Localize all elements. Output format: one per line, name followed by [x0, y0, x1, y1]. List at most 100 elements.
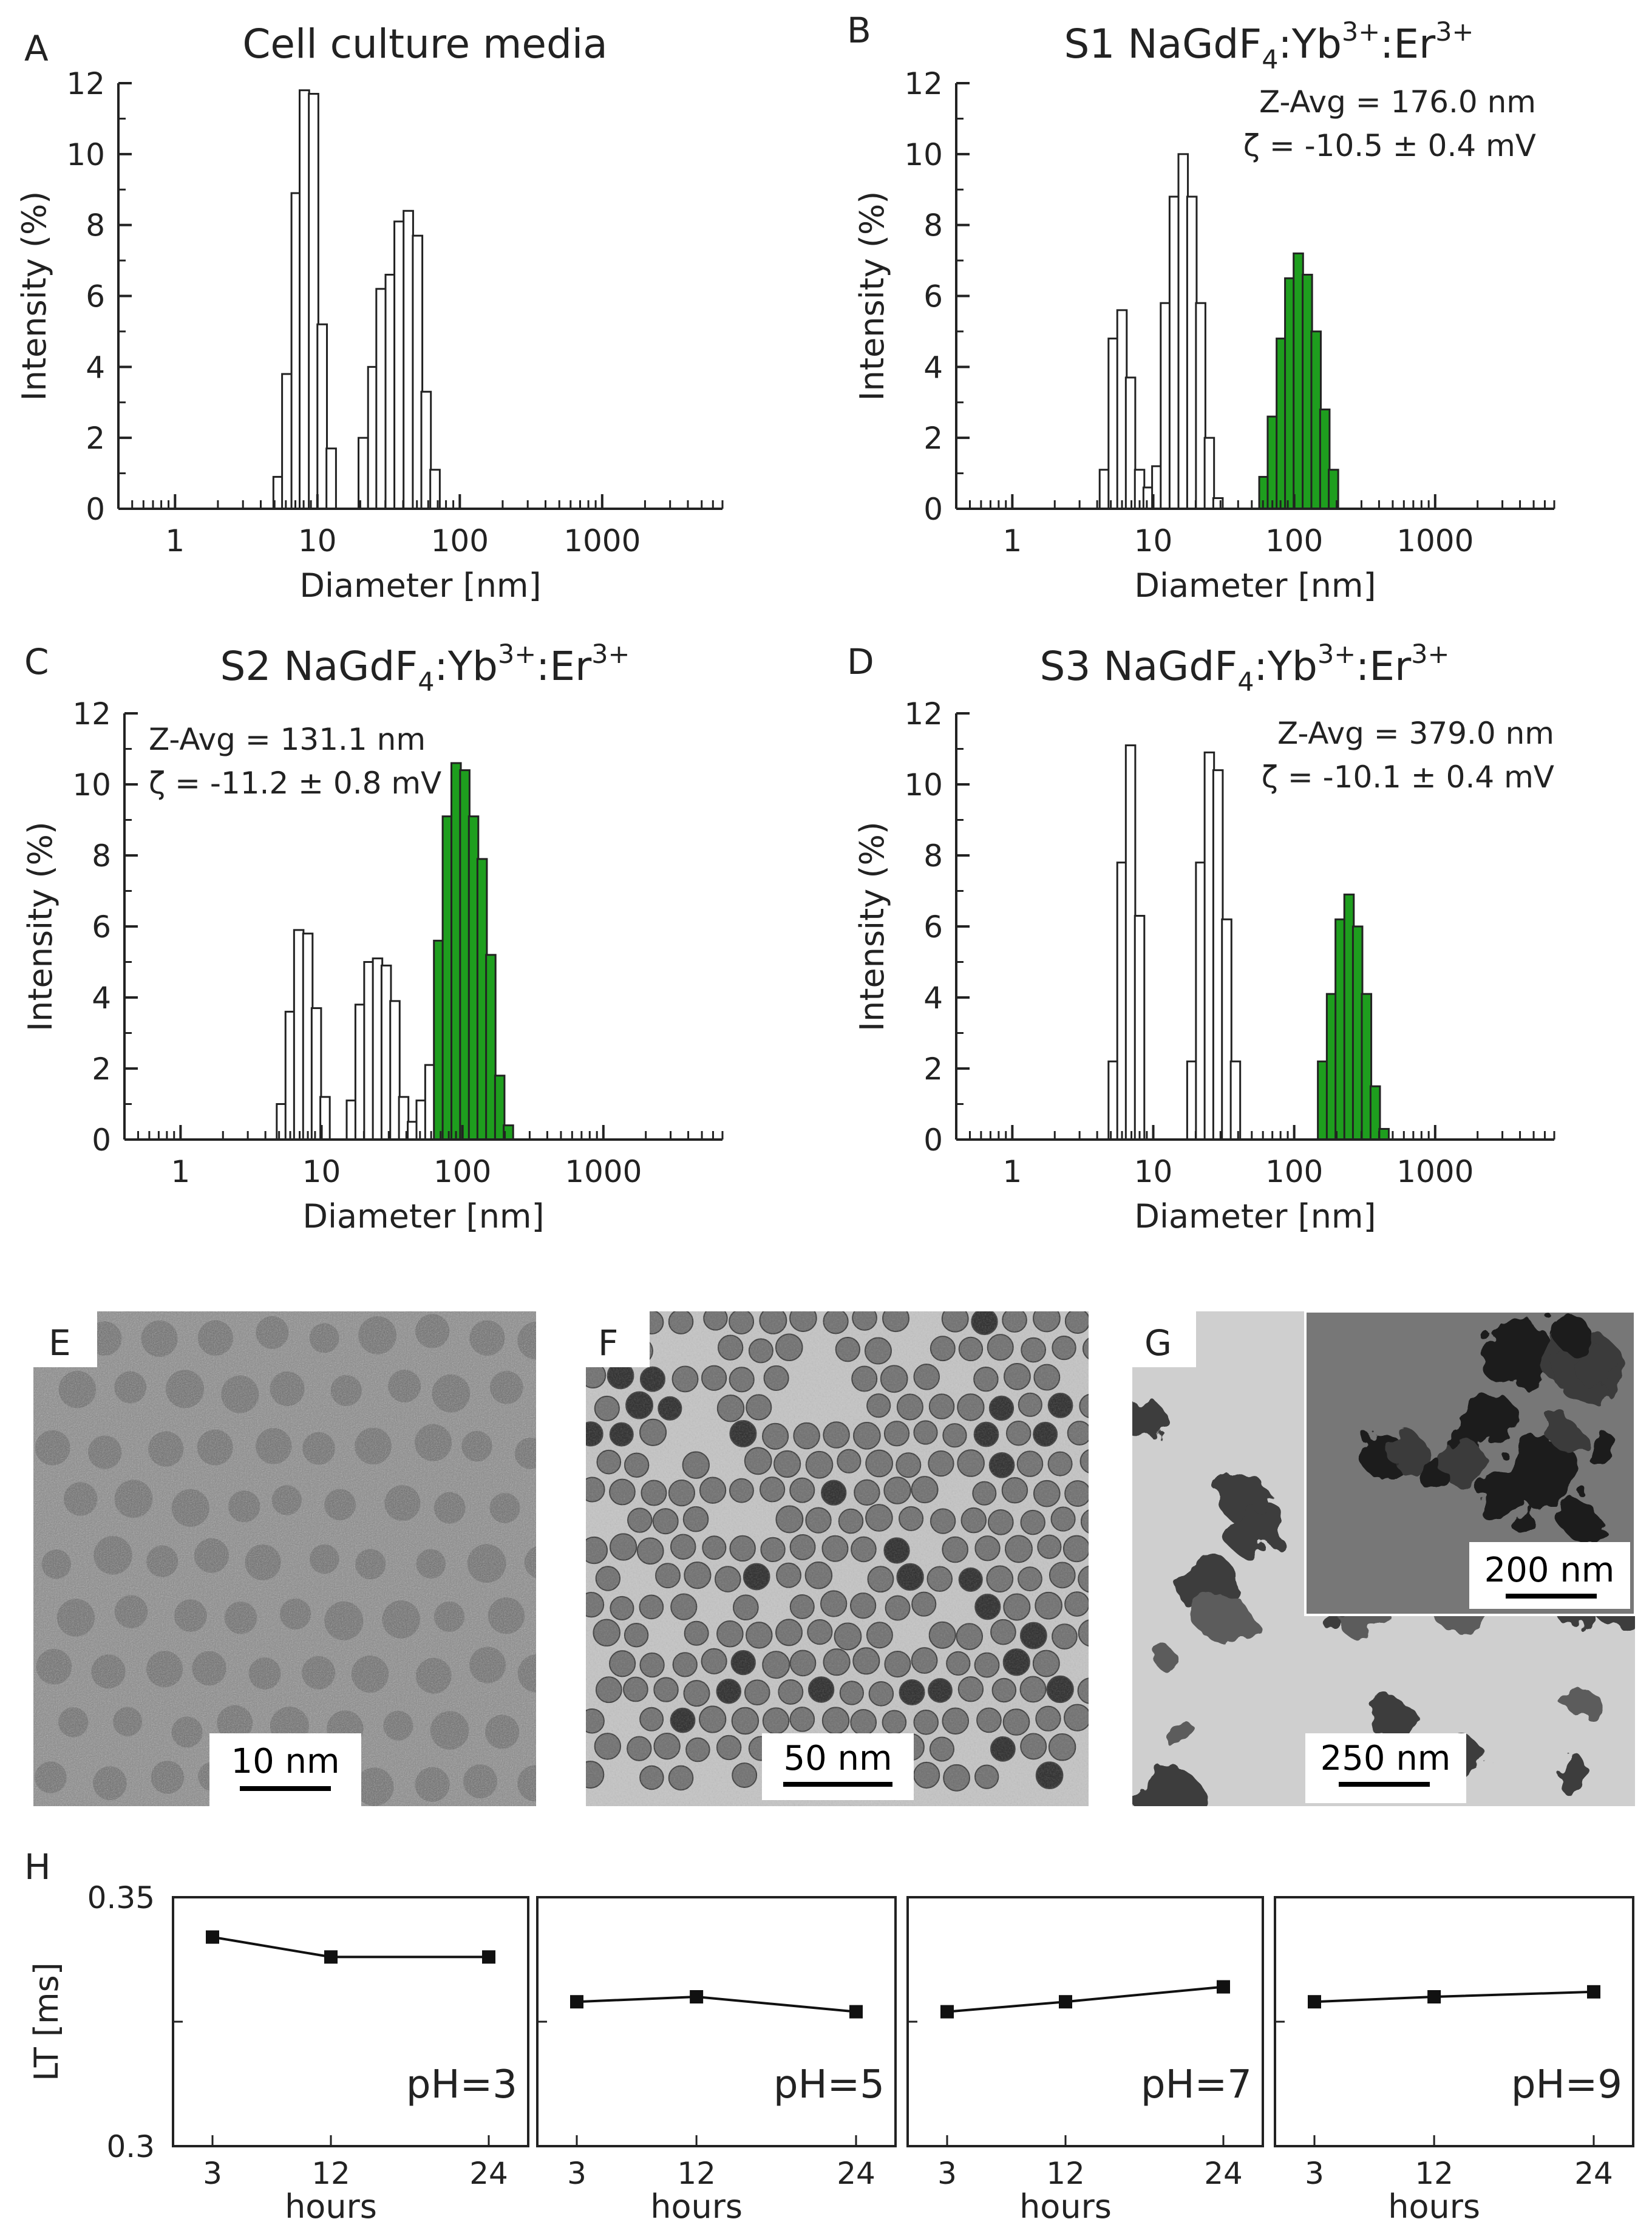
x-tick-label: 3 — [567, 2156, 586, 2191]
aggregate — [1584, 1432, 1619, 1466]
aggregate — [1152, 1645, 1174, 1668]
title-part: :Yb — [434, 643, 497, 690]
x-tick-label: 100 — [431, 523, 489, 559]
y-axis-label: Intensity (%) — [21, 821, 59, 1031]
scale-bar — [240, 1786, 331, 1791]
data-point — [1427, 1990, 1441, 2003]
panel-label: D — [847, 641, 874, 682]
subplot-frame — [1274, 1896, 1634, 2147]
histogram-bar — [375, 288, 387, 510]
y-tick-label: 10 — [72, 767, 111, 803]
histogram-bar — [403, 209, 414, 510]
chart-title: Cell culture media — [242, 21, 607, 67]
lifetime-subplot-1: 3 12 24 hours pH=3 — [172, 1896, 529, 2226]
grain-texture — [33, 1311, 536, 1806]
title-part: 4 — [1237, 667, 1254, 698]
histogram-bar — [485, 954, 497, 1141]
y-tick-label: 10 — [904, 767, 943, 803]
subplot-frame — [906, 1896, 1264, 2147]
x-axis-label: Diameter [nm] — [302, 1197, 544, 1235]
title-part: :Er — [1356, 643, 1412, 690]
y-tick-label: 10 — [66, 137, 105, 172]
y-tick-label: 12 — [904, 696, 943, 732]
scale-bar-box — [762, 1733, 914, 1800]
y-tick-label: 0.35 — [87, 1880, 155, 1915]
histogram-bar — [358, 437, 369, 510]
y-axis-label: Intensity (%) — [853, 821, 891, 1031]
histogram-bar — [1229, 1060, 1242, 1141]
data-point — [482, 1950, 495, 1964]
y-tick-label: 0 — [923, 1123, 943, 1158]
series-line — [212, 1935, 489, 1959]
scale-bar-label: 250 nm — [1321, 1739, 1451, 1778]
title-part: :Yb — [1278, 21, 1341, 67]
title-part: :Yb — [1254, 643, 1317, 690]
annotation-text: ζ = -10.1 ± 0.4 mV — [1262, 759, 1554, 795]
aggregate — [1547, 1416, 1579, 1448]
x-tick-label: 3 — [203, 2156, 222, 2191]
title-part: 3+ — [1411, 639, 1449, 670]
scale-bar-box — [1305, 1733, 1466, 1803]
title-part: :Er — [1380, 21, 1436, 67]
y-tick-label: 6 — [86, 279, 105, 314]
y-tick-label: 8 — [923, 208, 943, 243]
x-tick-label: 1 — [165, 523, 185, 559]
ph-label: pH=5 — [773, 2062, 885, 2107]
chart-title: S3 NaGdF4:Yb3+:Er3+ — [1040, 639, 1450, 698]
histogram-bar — [1317, 1060, 1328, 1141]
x-tick-label: 1000 — [563, 523, 641, 559]
histogram-bar — [1378, 1127, 1390, 1141]
aggregate — [1416, 1458, 1447, 1489]
aggregate — [1561, 1501, 1599, 1539]
aggregate — [1166, 1720, 1197, 1752]
panel-label: G — [1144, 1322, 1172, 1364]
data-point — [849, 2005, 863, 2019]
title-part: 3+ — [1317, 639, 1356, 670]
title-part: :Er — [536, 643, 592, 690]
y-tick-label: 2 — [923, 421, 943, 456]
x-tick-label: 3 — [1305, 2156, 1324, 2191]
title-part: 3+ — [591, 639, 630, 670]
y-tick-label: 10 — [904, 137, 943, 172]
series-line — [947, 1985, 1224, 2013]
y-tick-label: 12 — [66, 66, 105, 101]
histogram-bar — [393, 220, 405, 510]
histogram-bar — [325, 447, 337, 510]
panel-label: H — [24, 1846, 51, 1888]
x-axis-label: Diameter [nm] — [299, 566, 541, 605]
aggregate — [1137, 1766, 1203, 1806]
nanoparticle — [549, 1599, 580, 1630]
title-part: S2 NaGdF — [220, 643, 418, 690]
x-tick-label: 1000 — [1396, 523, 1474, 559]
title-part: Cell culture media — [242, 21, 607, 67]
x-axis-label: hours — [650, 2187, 743, 2226]
lifetime-subplot-3: 3 12 24 hours pH=7 — [906, 1896, 1264, 2226]
inset-scale-bar — [1506, 1594, 1597, 1599]
inset-scale-bar-label: 200 nm — [1484, 1551, 1615, 1590]
histogram-bar — [1124, 744, 1137, 1141]
x-tick-label: 24 — [469, 2156, 508, 2191]
y-tick-label: 0 — [86, 492, 105, 527]
histogram-bar — [1134, 914, 1146, 1141]
lifetime-panel-h: H 0.35 0.3 LT [ms] 3 12 24 hours pH=3 3 12 24 hours p… — [24, 1846, 1634, 2226]
y-tick-label: 0 — [923, 492, 943, 527]
y-axis-label: LT [ms] — [27, 1962, 66, 2081]
y-tick-label: 6 — [923, 909, 943, 945]
title-part: S1 NaGdF — [1064, 21, 1262, 67]
panel-label: C — [24, 641, 49, 682]
y-tick-label: 8 — [86, 208, 105, 243]
panel-label: A — [24, 28, 49, 69]
x-tick-label: 12 — [311, 2156, 350, 2191]
x-tick-label: 24 — [1574, 2156, 1613, 2191]
y-tick-label: 0.3 — [106, 2129, 155, 2164]
y-axis-label: Intensity (%) — [853, 191, 891, 401]
x-tick-label: 3 — [937, 2156, 957, 2191]
nanoparticle — [538, 1705, 573, 1741]
y-tick-label: 2 — [923, 1052, 943, 1087]
data-point — [1308, 1995, 1321, 2009]
annotation-text: ζ = -11.2 ± 0.8 mV — [149, 766, 441, 801]
y-tick-label: 0 — [92, 1123, 111, 1158]
